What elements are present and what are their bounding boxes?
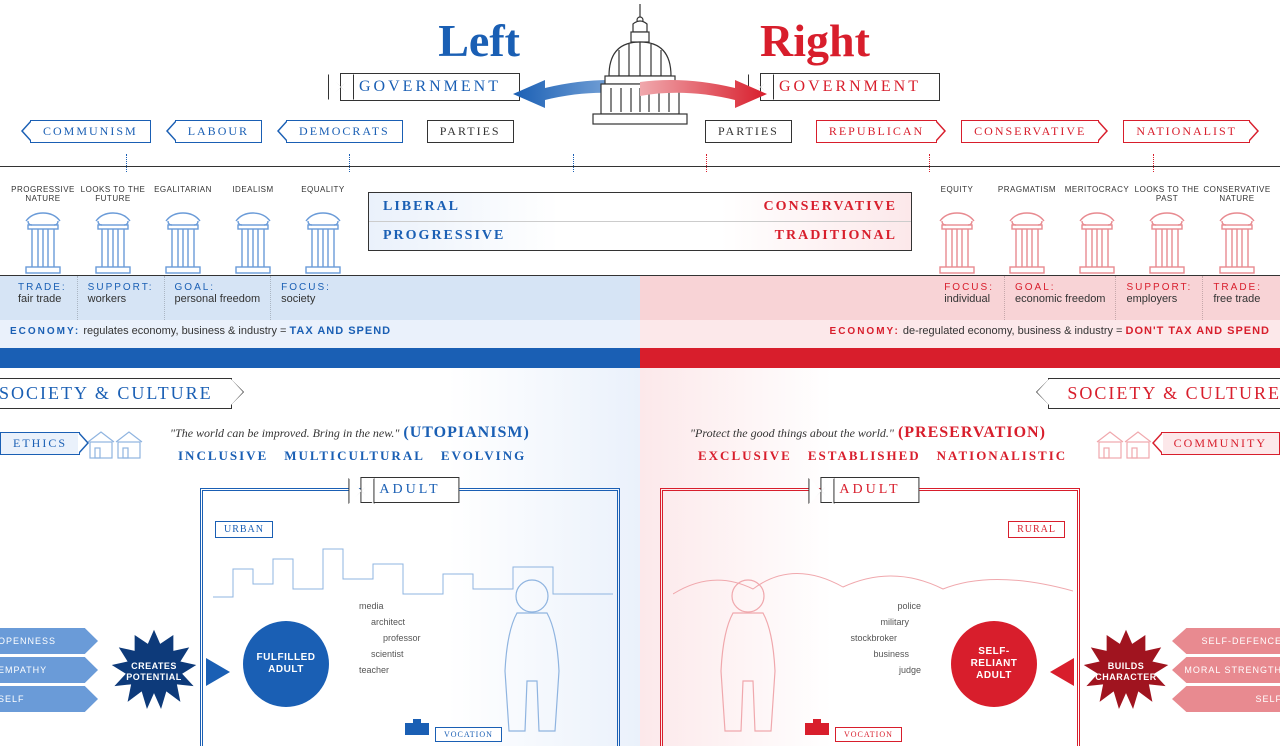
trait-right-1: MORAL STRENGTH <box>1172 657 1280 683</box>
society-title-right: SOCIETY & CULTURE <box>1048 378 1280 409</box>
pillar-left-0: PROGRESSIVE NATURE <box>8 186 78 275</box>
party-nationalist: NATIONALIST <box>1123 120 1250 143</box>
economy-label-right: ECONOMY: <box>830 326 900 337</box>
job-right-military: military <box>777 617 909 627</box>
pillar-right-2: MERITOCRACY <box>1062 186 1132 275</box>
trait-right-0: SELF-DEFENCE <box>1172 628 1280 654</box>
arrow-right-icon <box>635 74 775 114</box>
parties-label-left: PARTIES <box>427 120 514 143</box>
trait-left-0: OPENNESS <box>0 628 98 654</box>
value-multicultural: MULTICULTURAL <box>284 448 425 463</box>
pillar-left-2: EGALITARIAN <box>148 186 218 275</box>
briefcase-left-icon <box>403 719 431 737</box>
right-quote: "Protect the good things about the world… <box>690 426 894 440</box>
urban-tag: URBAN <box>215 521 273 538</box>
adult-ribbon-left: ADULT <box>360 477 459 503</box>
pillar-left-1: LOOKS TO THE FUTURE <box>78 186 148 275</box>
trait-left-1: EMPATHY <box>0 657 98 683</box>
party-democrats: DEMOCRATS <box>286 120 403 143</box>
values-left: INCLUSIVE MULTICULTURAL EVOLVING <box>170 448 590 464</box>
pillar-right-1: PRAGMATISM <box>992 186 1062 275</box>
pillar-left-4: EQUALITY <box>288 186 358 275</box>
kv-right-3: TRADE:free trade <box>1203 276 1272 320</box>
party-communism: COMMUNISM <box>30 120 151 143</box>
gov-ribbon-left: GOVERNMENT <box>340 73 520 101</box>
kv-right-0: FOCUS:individual <box>934 276 1005 320</box>
party-republican: REPUBLICAN <box>816 120 937 143</box>
value-exclusive: EXCLUSIVE <box>698 448 792 463</box>
party-labour: LABOUR <box>175 120 262 143</box>
self-reliant-adult-circle: SELF-RELIANT ADULT <box>951 621 1037 707</box>
job-right-police: police <box>777 601 921 611</box>
job-right-business: business <box>777 649 909 659</box>
ideology-conservative: CONSERVATIVE <box>764 199 897 215</box>
parties-label-right: PARTIES <box>705 120 792 143</box>
kv-left-2: GOAL:personal freedom <box>165 276 272 320</box>
left-quote: "The world can be improved. Bring in the… <box>170 426 399 440</box>
left-quote-tag: (UTOPIANISM) <box>403 424 529 441</box>
job-right-stockbroker: stockbroker <box>777 633 897 643</box>
vocation-left: VOCATION <box>435 727 502 742</box>
values-right: EXCLUSIVE ESTABLISHED NATIONALISTIC <box>690 448 1110 464</box>
economy-text-left: regulates economy, business & industry = <box>83 325 286 337</box>
right-title: Right <box>760 14 1280 67</box>
society-title-left: SOCIETY & CULTURE <box>0 378 232 409</box>
ideology-progressive: PROGRESSIVE <box>383 228 505 244</box>
gov-ribbon-right: GOVERNMENT <box>760 73 940 101</box>
job-left-scientist: scientist <box>371 649 503 659</box>
kv-left-1: SUPPORT:workers <box>78 276 165 320</box>
party-conservative: CONSERVATIVE <box>961 120 1099 143</box>
pillar-left-3: IDEALISM <box>218 186 288 275</box>
trait-right-2: SELF <box>1172 686 1280 712</box>
value-inclusive: INCLUSIVE <box>178 448 268 463</box>
job-left-professor: professor <box>383 633 503 643</box>
adult-ribbon-right: ADULT <box>820 477 919 503</box>
value-nationalistic: NATIONALISTIC <box>937 448 1068 463</box>
ideology-liberal: LIBERAL <box>383 199 460 215</box>
pillar-right-4: CONSERVATIVE NATURE <box>1202 186 1272 275</box>
houses-left-icon <box>86 426 146 460</box>
value-evolving: EVOLVING <box>441 448 526 463</box>
ethics-tag: ETHICS <box>0 432 80 455</box>
vocation-right: VOCATION <box>835 727 902 742</box>
economy-text-right: de-regulated economy, business & industr… <box>903 325 1123 337</box>
economy-label-left: ECONOMY: <box>10 326 80 337</box>
pillar-right-3: LOOKS TO THE PAST <box>1132 186 1202 275</box>
community-tag: COMMUNITY <box>1161 432 1280 455</box>
pillars-left: PROGRESSIVE NATURE LOOKS TO THE FUTURE E… <box>0 180 362 275</box>
ideology-traditional: TRADITIONAL <box>775 228 897 244</box>
trait-left-2: SELF <box>0 686 98 712</box>
economy-tag-right: DON'T TAX AND SPEND <box>1126 325 1270 337</box>
value-established: ESTABLISHED <box>808 448 921 463</box>
rural-tag: RURAL <box>1008 521 1065 538</box>
job-left-media: media <box>359 601 503 611</box>
pillar-right-0: EQUITY <box>922 186 992 275</box>
pillars-right: EQUITY PRAGMATISM MERITOCRACY LOOKS TO T… <box>918 180 1280 275</box>
economy-tag-left: TAX AND SPEND <box>290 325 392 337</box>
briefcase-right-icon <box>803 719 831 737</box>
left-title: Left <box>0 14 520 67</box>
kv-right-1: GOAL:economic freedom <box>1005 276 1117 320</box>
kv-left-3: FOCUS:society <box>271 276 341 320</box>
right-quote-tag: (PRESERVATION) <box>898 424 1046 441</box>
kv-left-0: TRADE:fair trade <box>8 276 78 320</box>
kv-right-2: SUPPORT:employers <box>1116 276 1203 320</box>
star-builds-character: BUILDS CHARACTER <box>1082 628 1170 716</box>
job-right-judge: judge <box>777 665 921 675</box>
job-left-architect: architect <box>371 617 503 627</box>
fulfilled-adult-circle: FULFILLED ADULT <box>243 621 329 707</box>
star-creates-potential: CREATES POTENTIAL <box>110 628 198 716</box>
job-left-teacher: teacher <box>359 665 503 675</box>
